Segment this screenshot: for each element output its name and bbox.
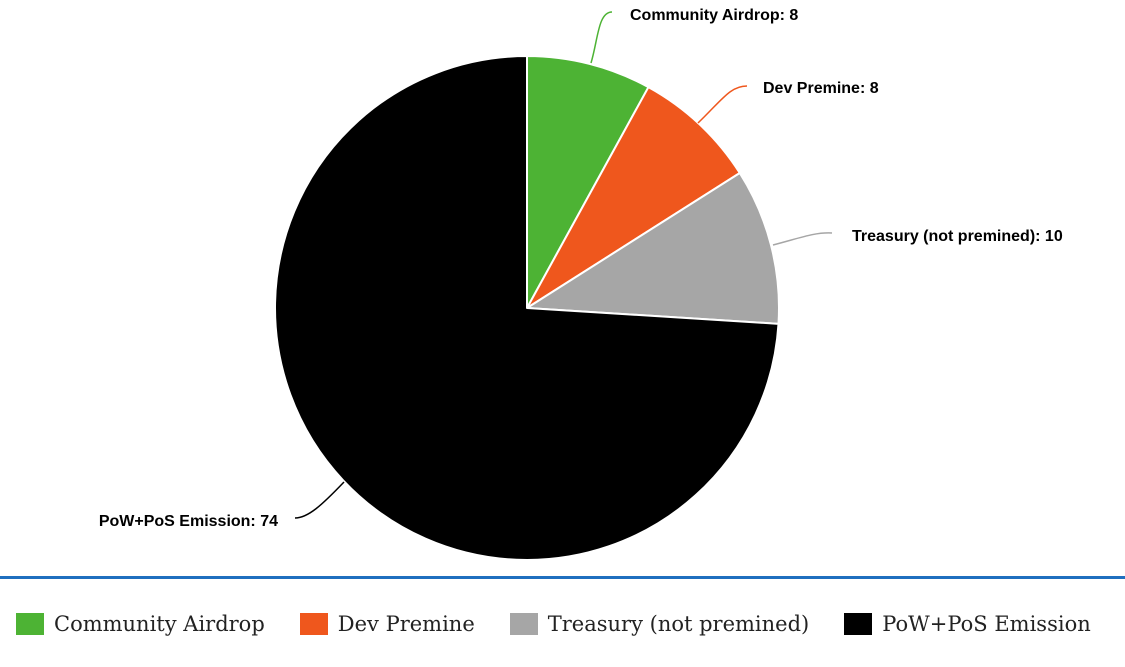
data-label-treasury: Treasury (not premined): 10 — [852, 228, 1063, 245]
legend-swatch-dev-premine — [299, 613, 328, 635]
data-label-dev-premine: Dev Premine: 8 — [763, 80, 879, 97]
pie-slice-treasury[interactable] — [526, 171, 780, 325]
legend-label-community-airdrop: Community Airdrop — [54, 612, 265, 636]
legend-item-treasury[interactable]: Treasury (not premined) — [509, 612, 810, 636]
legend: Community Airdrop Dev Premine Treasury (… — [16, 612, 1091, 636]
legend-label-pow-pos-emission: PoW+PoS Emission — [882, 612, 1091, 636]
pie-slice-pow-pos-emission[interactable] — [274, 55, 780, 561]
connector-line-dev-premine — [697, 85, 748, 124]
data-label-community-airdrop: Community Airdrop: 8 — [630, 7, 798, 24]
legend-item-community-airdrop[interactable]: Community Airdrop — [16, 612, 265, 636]
legend-item-dev-premine[interactable]: Dev Premine — [299, 612, 475, 636]
connector-line-pow-pos-emission — [294, 481, 345, 519]
pie-chart: Community Airdrop: 8 Dev Premine: 8 Treasu… — [99, 7, 1063, 561]
legend-swatch-treasury — [509, 613, 538, 635]
data-label-pow-pos-emission: PoW+PoS Emission: 74 — [99, 513, 278, 530]
pie-slices — [274, 55, 780, 561]
legend-swatch-pow-pos-emission — [844, 613, 873, 635]
pie-slice-dev-premine[interactable] — [526, 86, 741, 309]
connector-line-community-airdrop — [590, 11, 613, 64]
legend-item-pow-pos-emission[interactable]: PoW+PoS Emission — [844, 612, 1091, 636]
legend-label-treasury: Treasury (not premined) — [547, 612, 810, 636]
connector-line-treasury — [772, 232, 833, 246]
legend-label-dev-premine: Dev Premine — [337, 612, 475, 636]
pie-slice-community-airdrop[interactable] — [526, 55, 650, 309]
legend-divider — [0, 576, 1125, 579]
legend-swatch-community-airdrop — [16, 613, 44, 635]
